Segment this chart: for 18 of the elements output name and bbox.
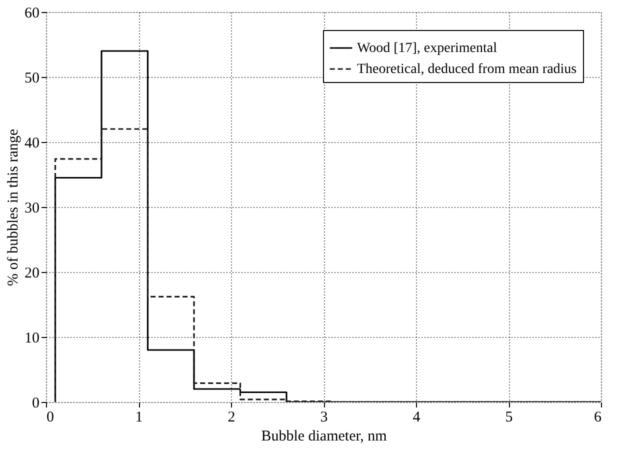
x-tick-label: 5 [505,410,513,426]
legend-label: Theoretical, deduced from mean radius [357,62,577,77]
y-tick-label: 60 [24,6,40,22]
x-tick-label: 3 [320,410,328,426]
y-tick-label: 40 [24,136,40,152]
y-tick-label: 0 [32,396,40,412]
x-tick-label: 4 [412,410,421,426]
x-axis-title: Bubble diameter, nm [261,428,388,444]
x-tick-label: 0 [46,410,54,426]
y-tick-label: 20 [24,266,40,282]
legend-label: Wood [17], experimental [357,41,498,56]
y-tick-label: 10 [24,330,40,346]
x-tick-label: 2 [228,410,236,426]
x-tick-label: 6 [594,410,602,426]
x-tick-label: 1 [135,410,143,426]
y-tick-label: 50 [24,70,40,86]
y-axis-title: % of bubbles in this range [6,128,22,286]
y-tick-label: 30 [24,200,40,216]
